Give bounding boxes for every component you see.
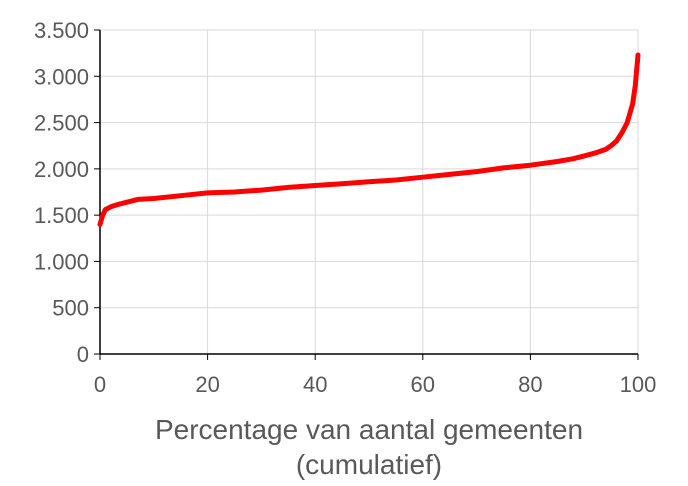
y-tick-label: 0 [77,342,89,367]
y-axis-tick-labels: 0 500 1.000 1.500 2.000 2.500 3.000 3.500 [34,18,89,367]
x-axis-tick-labels: 0 20 40 60 80 100 [94,372,656,397]
x-tick-label: 0 [94,372,106,397]
y-tick-label: 2.500 [34,111,89,136]
chart-plot-area [97,52,641,227]
chart-gridlines [100,29,639,354]
x-tick-label: 40 [303,372,327,397]
chart-axes [94,29,639,360]
series-line [97,52,641,227]
x-tick-label: 60 [411,372,435,397]
x-tick-label: 80 [518,372,542,397]
x-axis-title-line-2: (cumulatief) [296,449,442,480]
x-axis-title-line-1: Percentage van aantal gemeenten [155,414,583,445]
y-tick-label: 3.500 [34,18,89,43]
y-tick-label: 500 [52,296,89,321]
y-tick-label: 1.500 [34,203,89,228]
y-tick-label: 2.000 [34,157,89,182]
x-tick-label: 20 [195,372,219,397]
x-tick-label: 100 [620,372,657,397]
y-tick-label: 3.000 [34,64,89,89]
y-tick-label: 1.000 [34,249,89,274]
